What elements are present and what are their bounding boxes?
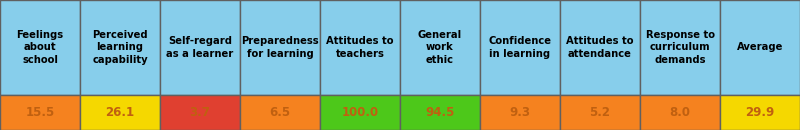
Bar <box>640 95 720 130</box>
Text: 26.1: 26.1 <box>106 106 134 119</box>
Text: Perceived
learning
capability: Perceived learning capability <box>92 30 148 65</box>
Text: 3.7: 3.7 <box>190 106 210 119</box>
Text: General
work
ethic: General work ethic <box>418 30 462 65</box>
Bar <box>240 95 320 130</box>
Text: 9.3: 9.3 <box>510 106 530 119</box>
Bar <box>720 95 800 130</box>
Text: 100.0: 100.0 <box>342 106 378 119</box>
Text: 29.9: 29.9 <box>746 106 774 119</box>
Text: 8.0: 8.0 <box>670 106 690 119</box>
Text: Self-regard
as a learner: Self-regard as a learner <box>166 36 234 59</box>
Bar <box>640 0 720 95</box>
Bar <box>720 0 800 95</box>
Text: Average: Average <box>737 43 783 52</box>
Bar <box>400 0 480 95</box>
Bar <box>80 0 160 95</box>
Bar <box>0 95 80 130</box>
Text: 15.5: 15.5 <box>26 106 54 119</box>
Text: Preparedness
for learning: Preparedness for learning <box>241 36 319 59</box>
Text: Response to
curriculum
demands: Response to curriculum demands <box>646 30 714 65</box>
Text: Feelings
about
school: Feelings about school <box>17 30 63 65</box>
Bar <box>560 0 640 95</box>
Text: 94.5: 94.5 <box>426 106 454 119</box>
Bar <box>400 95 480 130</box>
Text: Confidence
in learning: Confidence in learning <box>489 36 551 59</box>
Bar <box>160 95 240 130</box>
Text: Attitudes to
teachers: Attitudes to teachers <box>326 36 394 59</box>
Bar <box>480 95 560 130</box>
Bar <box>480 0 560 95</box>
Bar <box>240 0 320 95</box>
Text: Attitudes to
attendance: Attitudes to attendance <box>566 36 634 59</box>
Bar <box>560 95 640 130</box>
Text: 5.2: 5.2 <box>590 106 610 119</box>
Text: 6.5: 6.5 <box>270 106 290 119</box>
Bar <box>0 0 80 95</box>
Bar <box>320 0 400 95</box>
Bar <box>160 0 240 95</box>
Bar <box>80 95 160 130</box>
Bar <box>320 95 400 130</box>
